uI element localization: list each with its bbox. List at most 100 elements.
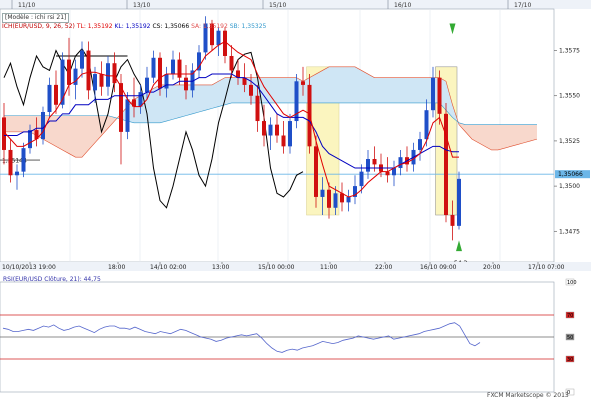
candle-body [275, 124, 279, 136]
cloud-segment [420, 77, 427, 103]
cloud-segment [82, 115, 89, 158]
cloud-segment [504, 124, 511, 149]
senkou-b-legend-label: SB: 1,35325 [229, 23, 267, 30]
candle-body [125, 99, 130, 132]
candle-body [340, 193, 344, 203]
kijun-line [4, 73, 459, 169]
cloud-segment [459, 122, 466, 132]
candle-body [67, 59, 71, 85]
candle-body [28, 130, 32, 149]
candle-body [359, 171, 364, 187]
cloud-segment [361, 70, 368, 103]
candle-body [320, 189, 325, 197]
cloud-segment [472, 124, 479, 143]
y-tick-label: 1,3550 [559, 93, 580, 100]
candle-body [2, 117, 6, 150]
candle-body [216, 30, 221, 46]
rsi-tick-label: 0 [567, 390, 570, 396]
candle-body [15, 171, 19, 176]
candle-body [41, 112, 45, 140]
cloud-segment [10, 115, 17, 132]
candle-body [60, 59, 65, 105]
copyright-label: FXCM Marketscope © 2013 [487, 392, 569, 399]
cloud-segment [368, 74, 375, 103]
cloud-segment [166, 84, 173, 122]
cloud-segment [49, 115, 56, 147]
cloud-segment [283, 77, 290, 103]
cloud-segment [231, 77, 238, 103]
candle-body [8, 149, 13, 176]
rsi-level-badge [565, 355, 575, 363]
candle-body [86, 50, 91, 91]
candle-body [151, 57, 156, 78]
cloud-segment [108, 115, 115, 129]
chikou-line [3, 47, 304, 209]
candle-body [106, 63, 110, 87]
rsi-tick-label: 50 [567, 335, 573, 341]
rsi-level-badge [565, 311, 575, 319]
cloud-segment [179, 84, 186, 118]
cloud-segment [335, 66, 342, 103]
price-legend: [Modèle : ichi rsi 21] ICH(EUR/USD, 9, 2… [2, 13, 266, 31]
candle-body [93, 74, 97, 91]
template-title[interactable]: [Modèle : ichi rsi 21] [2, 13, 70, 23]
cloud-segment [88, 115, 95, 150]
candle-body [54, 84, 58, 105]
candle-body [164, 74, 169, 89]
cloud-segment [17, 115, 24, 132]
candle-body [450, 215, 455, 226]
rsi-line [2, 322, 481, 353]
candle-body [418, 139, 422, 150]
cloud-segment [62, 115, 69, 154]
candle-body [372, 158, 377, 165]
cloud-segment [322, 66, 329, 103]
top-date-label: 15/10 [269, 2, 286, 9]
candle-body [353, 186, 357, 197]
candle-body [158, 57, 162, 89]
top-date-label: 17/10 [514, 2, 531, 9]
cloud-segment [413, 77, 420, 103]
candle-body [177, 59, 182, 78]
candle-body [184, 77, 188, 91]
rsi-legend-label: RSI(EUR/USD Clôture, 21): 44,75 [3, 276, 101, 283]
x-tick-label: 11:00 [320, 264, 337, 271]
top-date-strip [0, 0, 591, 9]
cloud-segment [205, 84, 212, 111]
cloud-segment [446, 81, 453, 118]
senkou-a-legend-label: SA: 1,35192 [191, 23, 228, 30]
tenkan-line [3, 40, 459, 198]
top-date-label: 11/10 [18, 2, 35, 9]
candle-body [34, 130, 39, 140]
cloud-segment [101, 115, 108, 136]
x-tick-label: 14/10 02:00 [150, 264, 187, 271]
cloud-segment [524, 124, 531, 143]
x-tick-label: 20:00 [483, 264, 500, 271]
candle-body [346, 196, 351, 203]
arrow-down-marker [449, 23, 456, 35]
kijun-legend-label: KL: 1,35192 [114, 23, 151, 30]
senkou-b-line [4, 102, 537, 125]
candle-body [333, 193, 338, 208]
price-pane: 11/1013/1015/1016/1017/101,3514454,31,35… [0, 0, 591, 271]
candle-body [301, 81, 305, 85]
cloud-segment [69, 115, 76, 158]
candle-body [255, 95, 260, 122]
cloud-segment [498, 124, 505, 150]
candle-body [132, 99, 136, 107]
candle-body [119, 83, 123, 132]
x-tick-label: 13:00 [212, 264, 229, 271]
x-tick-label: 17/10 07:00 [528, 264, 565, 271]
cloud-segment [465, 124, 472, 140]
rsi-level-badge [565, 388, 575, 396]
cloud-segment [75, 115, 82, 158]
top-date-label: 13/10 [133, 2, 150, 9]
candle-body [294, 81, 299, 122]
rsi-tick-label: 30 [567, 357, 573, 363]
cloud-segment [517, 124, 524, 145]
y-tick-label: 1,3500 [559, 183, 580, 190]
x-tick-label: 18:00 [108, 264, 125, 271]
candle-body [210, 23, 214, 46]
cloud-segment [511, 124, 518, 147]
cloud-segment [264, 77, 271, 103]
